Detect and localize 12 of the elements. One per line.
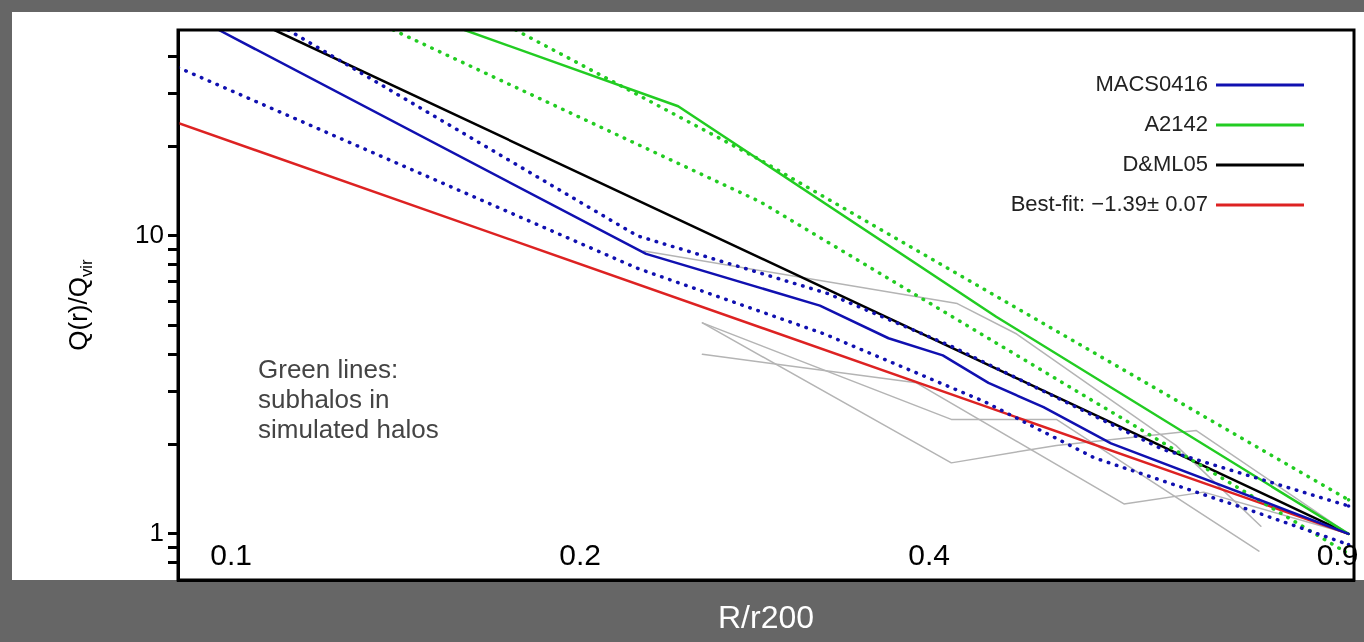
y-axis-title: Q(r)/Qvir: [63, 258, 97, 351]
legend-label: D&ML05: [1122, 151, 1208, 177]
x-tick-label: 0.1: [210, 538, 252, 572]
x-tick-label: 0.4: [908, 538, 950, 572]
legend-label: A2142: [1144, 111, 1208, 137]
x-axis-title: R/r200: [717, 598, 815, 635]
y-tick-label: 1: [149, 517, 164, 547]
annotation: Green lines: subhalos in simulated halos: [258, 354, 439, 445]
y-tick-label: 10: [135, 218, 164, 249]
x-tick-label: 0.2: [559, 538, 601, 572]
legend-label: MACS0416: [1095, 71, 1208, 97]
legend-label: Best-fit: −1.39± 0.07: [1010, 191, 1208, 217]
